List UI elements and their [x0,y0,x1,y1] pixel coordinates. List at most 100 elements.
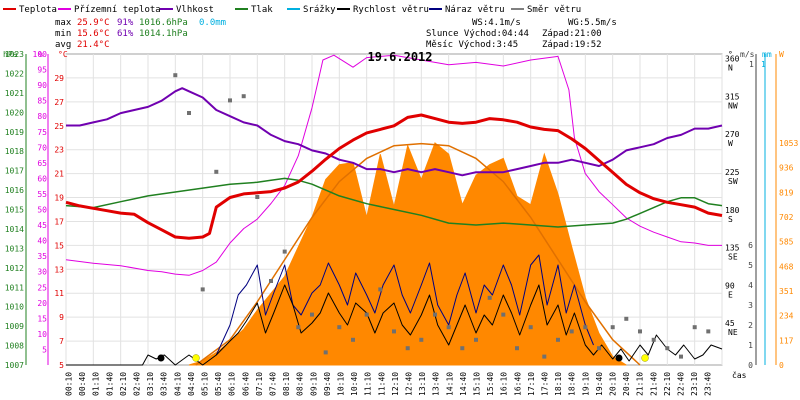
wind-direction-point [392,329,396,334]
x-tick-label: 12:40 [405,372,414,396]
wind-top-tick: 1 [749,60,754,69]
stat-min-hum: 61% [117,29,134,39]
percent-tick-label: 20 [37,299,47,308]
percent-tick-label: 5 [42,345,47,354]
solar-tick-label: 702 [779,213,794,222]
percent-tick-label: 10 [37,330,47,339]
wind-direction-point [706,329,711,334]
series-teplota [65,113,723,240]
celsius-tick-label: 27 [54,98,64,107]
x-tick-label: 14:10 [445,372,454,396]
wind-direction-point [597,346,601,351]
info-moon-rise: Měsíc Východ:3:45 [426,40,518,50]
solar-tick-label: 936 [779,164,794,173]
x-tick-label: 08:10 [282,372,291,396]
direction-tick-label: 225 [725,168,740,177]
solar-tick-label: 351 [779,287,794,296]
stat-min-label: min [55,29,71,39]
x-tick-label: 22:40 [677,372,686,396]
wind-direction-point [692,325,697,330]
direction-tick-compass: E [728,290,733,299]
wind-direction-point [187,111,191,115]
celsius-tick-label: 9 [59,313,64,322]
x-tick-label: 18:40 [568,372,577,396]
x-tick-label: 08:40 [296,372,305,396]
series-layer [65,54,723,366]
wind-direction-point [487,295,492,300]
x-tick-label: 05:40 [214,372,223,396]
x-tick-label: 23:10 [690,372,699,396]
legend-label-3: Vlhkost [176,5,214,15]
wind-direction-point [255,195,260,199]
solar-tick-label: 468 [779,262,794,271]
hpa-tick-label: 1007 [5,361,24,370]
celsius-tick-label: 15 [54,241,64,250]
direction-tick-compass: W [728,139,733,148]
direction-tick-compass: SE [728,253,738,262]
legend-label-4: Tlak [251,5,273,15]
percent-tick-label: 15 [37,314,47,323]
hpa-tick-label: 1020 [5,108,24,117]
series-vlhkost [66,87,723,177]
direction-tick-label: 360 [725,55,740,64]
x-tick-label: 04:10 [173,372,182,396]
hpa-tick-label: 1014 [5,225,24,234]
x-tick-label: 18:10 [554,372,563,396]
x-tick-label: 07:40 [269,372,278,396]
wind-direction-point [624,316,629,321]
sun-rise-marker [192,354,200,362]
series-rychlost-vetru [66,284,723,366]
stat-max-temp: 25.9°C [77,18,110,28]
wind-tick-label: 4 [748,281,753,290]
x-tick-label: 21:40 [649,372,658,396]
wind-direction-point [433,312,437,317]
wind-direction-point [583,325,588,330]
hpa-tick-label: 1016 [5,186,24,195]
x-tick-label: 21:10 [636,372,645,396]
legend-label-8: Směr větru [527,5,581,15]
legend-label-7: Náraz větru [445,5,505,15]
celsius-tick-label: 19 [54,194,64,203]
wind-direction-point [569,329,574,334]
solar-radiation-area [188,142,641,366]
wind-direction-point [610,325,615,330]
hpa-tick-label: 1022 [5,69,24,78]
stats-block: max 25.9°C 91% 1016.6hPa 0.0mm min 15.6°… [55,18,226,50]
x-tick-label: 13:10 [418,372,427,396]
celsius-tick-label: 7 [59,337,64,346]
x-tick-label: 01:40 [105,372,114,396]
celsius-tick-label: 29 [54,74,64,83]
moon-set-marker [615,354,623,362]
wind-direction-point [679,354,683,359]
direction-unit-label: ° [728,50,733,59]
stat-max-hum: 91% [117,18,134,28]
x-tick-label: 02:10 [119,372,128,396]
stat-min-temp: 15.6°C [77,29,110,39]
x-tick-label: 22:10 [663,372,672,396]
wind-direction-point [269,279,273,283]
wind-tick-label: 1 [748,341,753,350]
percent-tick-label: 60 [37,174,47,183]
x-tick-label: 03:40 [160,372,169,396]
wind-tick-label: 3 [748,301,753,310]
direction-tick-label: 270 [725,130,740,139]
wind-direction-point [474,337,478,342]
percent-tick-label: 40 [37,237,47,246]
direction-tick-compass: N [728,64,733,73]
percent-tick-label: 75 [37,128,47,137]
legend-label-2: Přízemní teplota [74,5,161,15]
celsius-tick-label: 21 [54,170,64,179]
solar-tick-label: 585 [779,238,794,247]
info-sun-rise: Slunce Východ:04:44 [426,29,529,39]
hpa-tick-label: 1021 [5,89,24,98]
percent-tick-label: 95 [37,66,47,75]
solar-tick-label: 819 [779,188,794,197]
rain-unit-label: mm [762,50,772,59]
wind-direction-point [651,337,656,342]
wind-direction-point [337,325,342,330]
info-block: WS:4.1m/s WG:5.5m/s Slunce Východ:04:44 … [426,18,617,50]
stat-avg-temp: 21.4°C [77,40,110,50]
solar-unit-label: W [779,50,784,59]
wind-direction-point [460,346,465,351]
x-tick-label: 05:10 [201,372,210,396]
